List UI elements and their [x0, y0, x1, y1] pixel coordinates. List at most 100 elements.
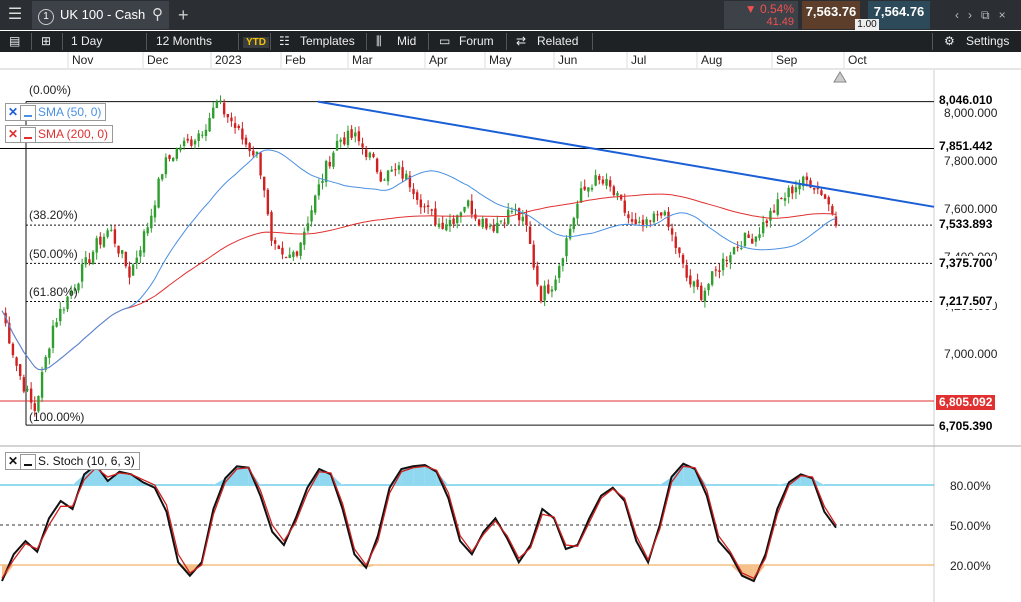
range-select[interactable]: 12 Months: [156, 34, 213, 48]
candle-body: [725, 259, 728, 261]
candle-body: [244, 137, 248, 145]
candle-body: [630, 219, 634, 222]
remove-indicator-icon[interactable]: ✕: [7, 105, 19, 119]
candle-body: [29, 388, 33, 403]
candle-body: [273, 240, 277, 244]
candle-body: [350, 129, 353, 138]
plus-icon[interactable]: +: [178, 5, 189, 25]
candle-body: [638, 221, 641, 224]
candle-body: [652, 213, 656, 223]
sell-price-button[interactable]: 7,563.76: [802, 1, 860, 29]
candle-body: [609, 180, 612, 187]
remove-indicator-icon[interactable]: ✕: [7, 127, 19, 141]
candle-body: [171, 157, 175, 161]
candle-body: [390, 169, 393, 172]
candle-body: [135, 257, 138, 263]
candle-body: [820, 190, 823, 195]
candle-body: [314, 195, 317, 213]
x-tick-label: Oct: [848, 53, 867, 67]
stoch-k-line: [1, 462, 837, 583]
candle-body: [539, 286, 543, 302]
settings-button[interactable]: Settings: [966, 34, 1010, 48]
candle-body: [157, 178, 160, 208]
change-percent: ▼ 0.54%: [744, 2, 794, 16]
candle-body: [659, 212, 663, 216]
templates-button[interactable]: Templates: [300, 34, 355, 48]
mid-button[interactable]: Mid: [397, 34, 417, 48]
oversold-fill: [2, 565, 14, 581]
price-label-fib-100: 6,705.390: [936, 419, 996, 434]
candle-body: [798, 184, 801, 190]
candle-body: [481, 218, 484, 228]
candle-body: [787, 187, 790, 198]
candle-body: [780, 198, 783, 200]
candle-body: [66, 296, 69, 310]
overbought-fill: [119, 471, 132, 485]
popout-icon[interactable]: ⧉: [981, 8, 999, 22]
panel-icon[interactable]: ▤: [9, 34, 21, 48]
candle-body: [364, 149, 368, 158]
oversold-fill: [366, 565, 378, 568]
candle-body: [84, 257, 87, 265]
ytd-button[interactable]: YTD: [243, 37, 269, 48]
candle-body: [201, 134, 204, 136]
candle-body: [627, 214, 630, 219]
candle-body: [809, 180, 812, 188]
candle-body: [332, 152, 335, 167]
remove-indicator-icon[interactable]: ✕: [7, 454, 19, 468]
candle-body: [441, 222, 444, 229]
candle-body: [51, 325, 55, 348]
trendline: [317, 100, 935, 208]
candle-body: [791, 186, 794, 194]
legend-stochastic[interactable]: ✕ S. Stoch (10, 6, 3): [5, 452, 140, 470]
gear-icon[interactable]: ⚙: [944, 34, 955, 48]
candle-body: [226, 114, 229, 118]
candle-body: [561, 258, 565, 266]
close-icon[interactable]: ×: [998, 8, 1015, 22]
candle-body: [601, 179, 605, 184]
candle-body: [681, 254, 685, 264]
legend-sma-50[interactable]: ✕ SMA (50, 0): [5, 103, 107, 121]
candle-body: [266, 189, 270, 215]
candle-body: [139, 250, 142, 257]
candle-body: [718, 270, 721, 273]
candle-body: [219, 100, 222, 102]
related-icon: ⇄: [516, 34, 527, 48]
interval-select[interactable]: 1 Day: [71, 34, 103, 48]
y-tick-label: 7,600.000: [944, 202, 998, 216]
fib-label: (0.00%): [29, 83, 72, 97]
candle-body: [259, 152, 262, 176]
menu-icon[interactable]: ☰: [7, 6, 23, 23]
candle-body: [412, 188, 415, 195]
change-points: 41.49: [766, 16, 794, 28]
candle-body: [292, 251, 295, 257]
related-button[interactable]: Related: [537, 34, 579, 48]
candle-body: [656, 214, 659, 216]
instrument-tab[interactable]: 1 UK 100 - Cash ⚲: [32, 1, 169, 29]
chevron-left-icon[interactable]: ‹: [955, 8, 968, 22]
sma-200-swatch: [20, 127, 36, 143]
candle-body: [707, 284, 710, 291]
candle-body: [594, 175, 597, 186]
search-icon[interactable]: ⚲: [152, 6, 163, 23]
candle-body: [689, 275, 692, 285]
chevron-right-icon[interactable]: ›: [968, 8, 981, 22]
candle-body: [649, 220, 652, 222]
candle-body: [663, 211, 667, 216]
candle-body: [22, 377, 26, 392]
candle-body: [310, 210, 313, 222]
candle-body: [197, 133, 200, 141]
x-tick-label: Apr: [429, 53, 448, 67]
forum-button[interactable]: Forum: [459, 34, 494, 48]
candle-body: [77, 283, 80, 291]
x-tick-label: Jun: [558, 53, 578, 67]
legend-sma-200[interactable]: ✕ SMA (200, 0): [5, 125, 114, 143]
candle-body: [547, 284, 550, 294]
candle-body: [419, 199, 423, 208]
layout-grid-icon[interactable]: ⊞: [41, 34, 52, 48]
x-tick-label: Jul: [631, 53, 647, 67]
candle-body: [95, 238, 98, 253]
candle-body: [182, 140, 186, 146]
candle-body: [445, 224, 448, 231]
